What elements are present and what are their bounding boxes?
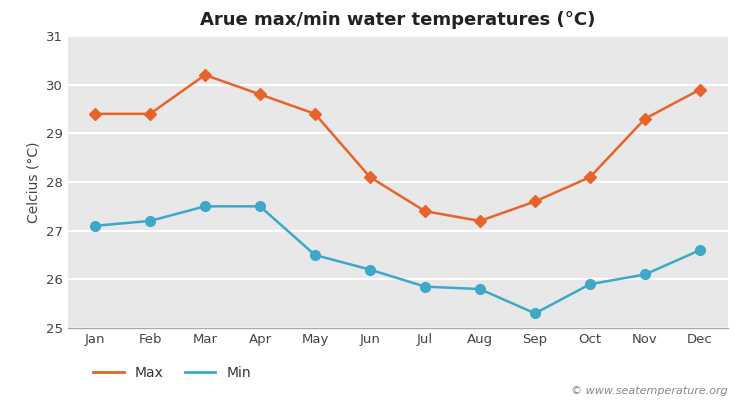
Max [146, 112, 154, 116]
Max [365, 175, 374, 180]
Text: © www.seatemperature.org: © www.seatemperature.org [571, 386, 728, 396]
Max [530, 199, 539, 204]
Legend: Max, Min: Max, Min [88, 360, 256, 385]
Min [695, 248, 704, 252]
Line: Max: Max [91, 71, 704, 225]
Min [200, 204, 209, 209]
Y-axis label: Celcius (°C): Celcius (°C) [26, 141, 40, 223]
Min [421, 284, 430, 289]
Max [476, 218, 484, 223]
Max [586, 175, 595, 180]
Line: Min: Min [90, 202, 705, 318]
Max [200, 72, 209, 77]
Max [310, 112, 320, 116]
Min [146, 218, 154, 223]
Max [91, 112, 100, 116]
Min [640, 272, 650, 277]
Max [421, 209, 430, 214]
Min [310, 253, 320, 258]
Min [586, 282, 595, 287]
Min [256, 204, 265, 209]
Min [91, 223, 100, 228]
Min [530, 311, 539, 316]
Max [640, 116, 650, 121]
Min [476, 287, 484, 292]
Max [256, 92, 265, 97]
Title: Arue max/min water temperatures (°C): Arue max/min water temperatures (°C) [200, 11, 596, 29]
Max [695, 87, 704, 92]
Min [365, 267, 374, 272]
